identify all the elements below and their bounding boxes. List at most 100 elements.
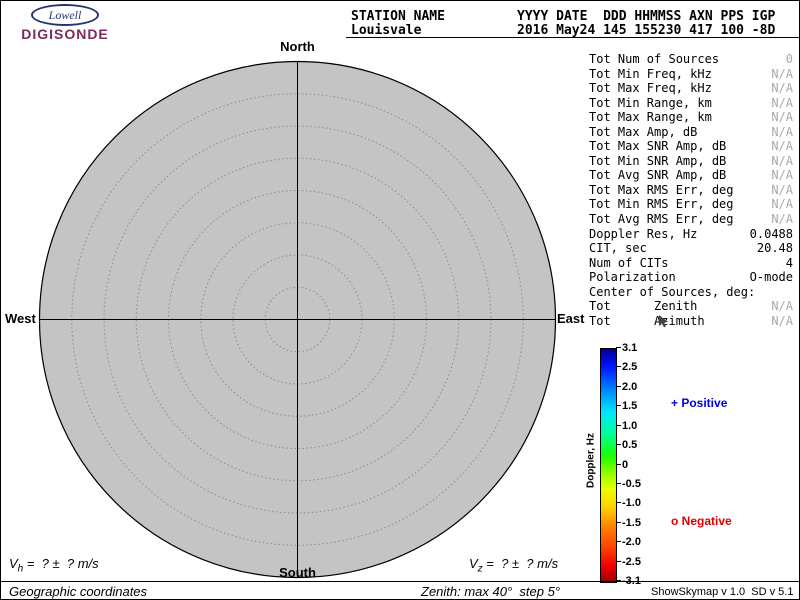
stat-label: Num of CITs (589, 255, 669, 270)
stat-row: Tot Max Range, km N/A (589, 110, 793, 125)
vh-symbol: V (9, 556, 18, 571)
stat-label: Tot Max Amp, dB (589, 124, 698, 139)
station-name-label: STATION NAME (351, 9, 445, 24)
stat-row: Tot Azimuth N/A (589, 314, 793, 329)
colorbar-tick: 2.5 (615, 361, 638, 373)
negative-doppler-legend: o Negative (671, 514, 732, 528)
stat-value: 0.0488 (749, 226, 793, 241)
statistics-panel: Tot Num of Sources 0 Tot Min Freq, kHz N/A… (589, 52, 793, 328)
stat-row: Doppler Res, Hz 0.0488 (589, 227, 793, 242)
colorbar-tick: -1.5 (616, 517, 641, 529)
stat-label: Tot Max Range, km (589, 110, 712, 125)
header-divider (346, 37, 799, 38)
skymap-polar-plot (38, 60, 557, 579)
app-version-label: ShowSkymap v 1.0 SD v 5.1 (651, 586, 794, 598)
stat-label: Tot Num of Sources (589, 52, 720, 66)
station-name-value: Louisvale (351, 23, 422, 38)
stat-row: Tot Avg SNR Amp, dB N/A (589, 168, 793, 183)
stat-value: N/A (771, 212, 793, 227)
stat-row: Tot Max Freq, kHz N/A (589, 81, 793, 96)
stat-label: Doppler Res, Hz (589, 226, 698, 241)
colorbar-tick: -1.0 (616, 497, 641, 509)
stat-value: 20.48 (756, 241, 793, 256)
colorbar-tick: -0.5 (616, 478, 641, 490)
vz-value: = ? ± ? m/s (482, 556, 559, 571)
stat-value: N/A (771, 124, 793, 139)
stat-row: Tot Min Freq, kHz N/A (589, 67, 793, 82)
positive-doppler-legend: + Positive (671, 396, 728, 410)
vz-subscript: z (477, 563, 483, 575)
lowell-oval-logo: Lowell (31, 4, 99, 26)
vz-symbol: V (469, 556, 478, 571)
vh-subscript: h (17, 563, 24, 575)
stat-value: N/A (771, 313, 793, 328)
logo-brand: Lowell (48, 8, 82, 22)
stat-row: Center of Sources, deg: (589, 285, 793, 300)
stat-row: Tot Min SNR Amp, dB N/A (589, 154, 793, 169)
stat-section-header: Center of Sources, deg: (589, 284, 756, 299)
stat-value: 0 (785, 52, 793, 66)
stat-label: Tot Azimuth (589, 313, 705, 328)
stat-value: N/A (771, 81, 793, 96)
stat-label: Tot Min RMS Err, deg (589, 197, 734, 212)
colorbar-tick: 2.0 (615, 381, 638, 393)
colorbar-tick: 1.0 (615, 420, 638, 432)
stat-row: Tot Max Amp, dB N/A (589, 125, 793, 140)
stat-row: Tot Zenith N/A (589, 299, 793, 314)
stat-label: Tot Max SNR Amp, dB (589, 139, 727, 154)
stat-label: Tot Zenith (589, 299, 698, 314)
footer-divider (1, 581, 799, 582)
stat-row: Tot Min Range, km N/A (589, 96, 793, 111)
digisonde-logo: Lowell DIGISONDE (9, 4, 121, 42)
coordinate-system-label: Geographic coordinates (9, 584, 148, 599)
stat-value: N/A (771, 110, 793, 125)
stat-label: Polarization (589, 270, 676, 285)
colorbar-axis-title: Doppler, Hz (585, 433, 597, 489)
colorbar-tick: -2.5 (616, 556, 641, 568)
vh-value: = ? ± ? m/s (23, 556, 99, 571)
vertical-velocity-readout: Vz = ? ± ? m/s (469, 556, 558, 575)
stat-value: N/A (771, 139, 793, 154)
stat-label: Tot Avg SNR Amp, dB (589, 168, 727, 183)
stat-row: Tot Avg RMS Err, deg N/A (589, 212, 793, 227)
stat-value: N/A (771, 153, 793, 168)
compass-west-label: West (5, 311, 36, 326)
stat-label: Tot Max RMS Err, deg (589, 182, 734, 197)
stat-label: Tot Max Freq, kHz (589, 81, 712, 96)
colorbar-tick: 1.5 (615, 400, 638, 412)
datetime-columns-label: YYYY DATE DDD HHMMSS AXN PPS IGP (517, 9, 776, 24)
stat-row: Tot Num of Sources 0 (589, 52, 793, 67)
stat-value: N/A (771, 197, 793, 212)
zenith-scale-note: Zenith: max 40° step 5° (421, 584, 561, 599)
stat-value: N/A (771, 182, 793, 197)
colorbar-gradient (600, 348, 617, 583)
datetime-columns-value: 2016 May24 145 155230 417 100 -8D (517, 23, 776, 38)
stat-value: N/A (771, 95, 793, 110)
stat-label: Tot Min SNR Amp, dB (589, 153, 727, 168)
horizontal-velocity-readout: Vh = ? ± ? m/s (9, 556, 99, 575)
stat-label: Tot Min Freq, kHz (589, 66, 712, 81)
stat-value: N/A (771, 299, 793, 314)
stat-row: Tot Max RMS Err, deg N/A (589, 183, 793, 198)
stat-value: N/A (771, 168, 793, 183)
stat-row: Tot Max SNR Amp, dB N/A (589, 139, 793, 154)
stat-value: O-mode (749, 270, 793, 285)
stat-row: Tot Min RMS Err, deg N/A (589, 197, 793, 212)
compass-east-label: East (557, 311, 585, 326)
stat-row: Num of CITs 4 (589, 256, 793, 271)
mouse-cursor-icon (659, 315, 668, 328)
compass-north-label: North (280, 39, 315, 54)
compass-south-label: South (279, 565, 316, 580)
stat-row: Polarization O-mode (589, 270, 793, 285)
colorbar-tick: 3.1 (615, 342, 638, 354)
stat-label: CIT, sec (589, 241, 647, 256)
stat-value: 4 (785, 255, 793, 270)
colorbar-tick: -2.0 (616, 536, 641, 548)
stat-label: Tot Min Range, km (589, 95, 712, 110)
logo-product: DIGISONDE (21, 26, 109, 42)
stat-label: Tot Avg RMS Err, deg (589, 212, 734, 227)
colorbar-tick: 0 (615, 459, 629, 471)
stat-row: CIT, sec 20.48 (589, 241, 793, 256)
doppler-colorbar: Doppler, Hz 3.1 2.5 2.0 1.5 1.0 0.5 0 -0… (584, 335, 654, 591)
